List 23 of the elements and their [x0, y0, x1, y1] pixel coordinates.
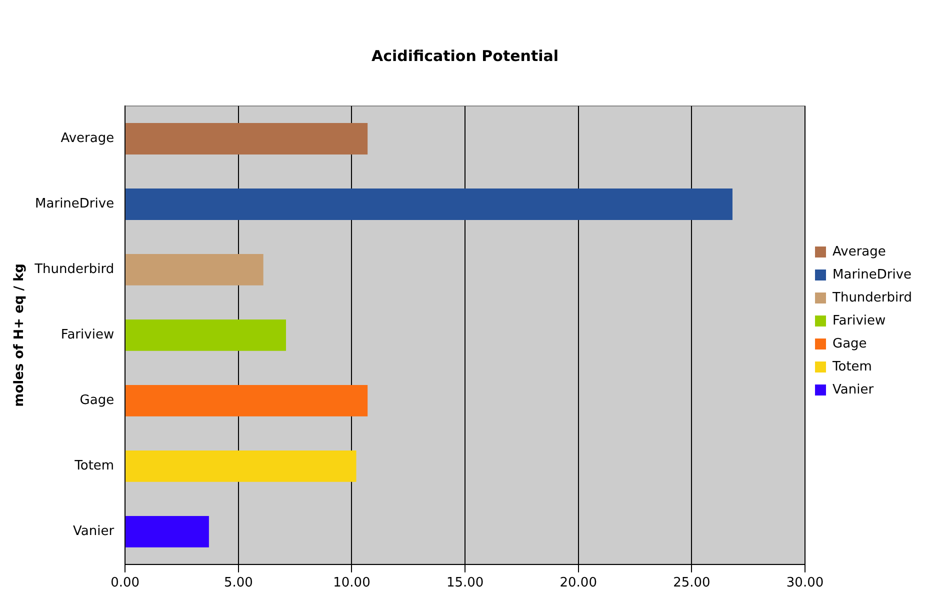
- legend-label: Fariview: [832, 313, 886, 328]
- y-tick-label: Thunderbird: [34, 262, 114, 278]
- x-tick-label: 30.00: [786, 576, 824, 591]
- legend-label: Thunderbird: [832, 290, 912, 306]
- y-tick-label: Vanier: [73, 524, 115, 540]
- x-tick-label: 20.00: [560, 576, 597, 591]
- legend-label: Totem: [832, 359, 872, 374]
- y-axis-title: moles of H+ eq / kg: [12, 264, 28, 407]
- legend-label: MarineDrive: [832, 267, 912, 282]
- x-tick-label: 25.00: [673, 576, 710, 591]
- legend-label: Gage: [832, 336, 867, 352]
- x-tick-label: 15.00: [446, 576, 484, 591]
- y-tick-label: Totem: [74, 458, 114, 474]
- legend-label: Average: [832, 244, 886, 260]
- x-tick-label: 10.00: [333, 576, 370, 591]
- y-tick-label: Average: [60, 131, 114, 146]
- y-tick-label: Gage: [80, 393, 114, 408]
- y-tick-label: Fariview: [60, 328, 114, 343]
- legend-label: Vanier: [832, 382, 874, 398]
- x-tick-label: 0.00: [110, 576, 140, 591]
- chart-title: Acidification Potential: [371, 46, 559, 65]
- y-tick-label: MarineDrive: [35, 196, 114, 212]
- x-tick-label: 5.00: [224, 576, 253, 591]
